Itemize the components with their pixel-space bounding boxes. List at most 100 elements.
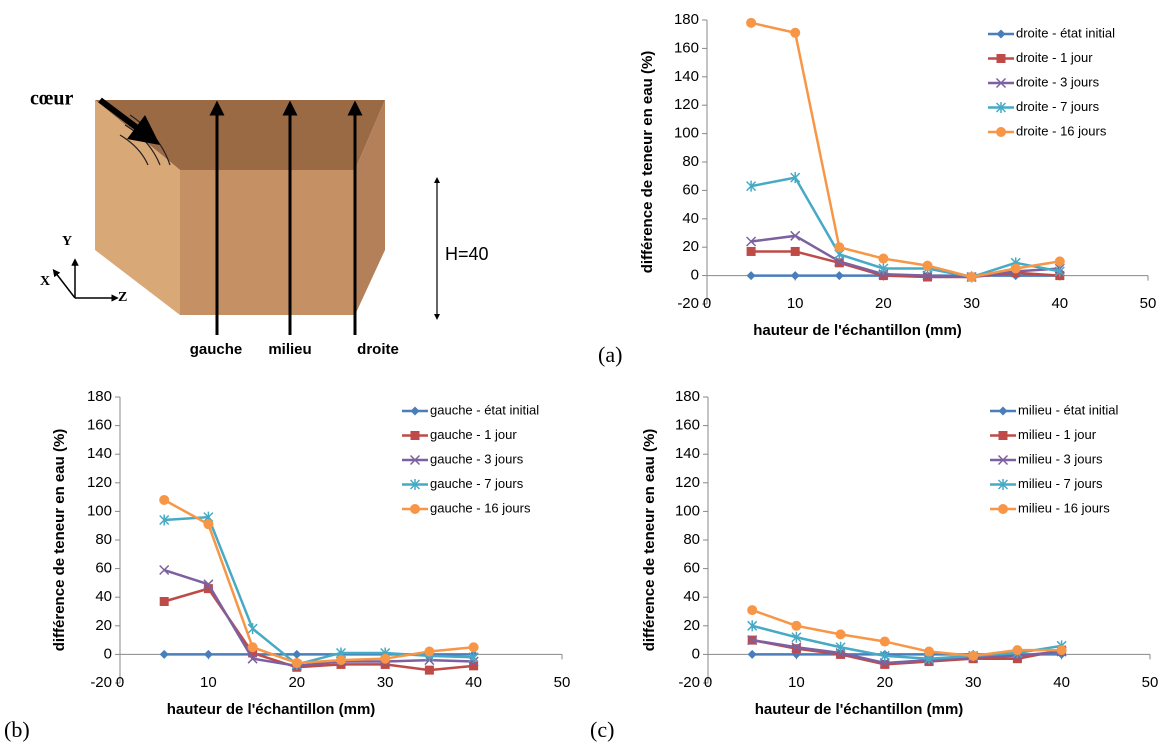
marker xyxy=(997,454,1009,466)
marker xyxy=(922,270,933,281)
series-line xyxy=(750,176,1061,279)
y-tick-label: 140 xyxy=(674,68,699,85)
marker xyxy=(996,29,1006,39)
marker xyxy=(995,77,1007,89)
marker xyxy=(159,596,169,606)
y-tick-label: 80 xyxy=(683,531,700,548)
block-top xyxy=(95,100,385,170)
x-tick-label: 0 xyxy=(116,674,124,691)
panel-label: (c) xyxy=(590,717,614,742)
marker xyxy=(410,431,420,440)
legend-label: droite - état initial xyxy=(1016,25,1115,40)
y-tick-label: -20 xyxy=(677,295,699,312)
y-tick-label: 60 xyxy=(683,560,700,577)
series-line xyxy=(163,498,474,665)
marker xyxy=(836,649,846,659)
marker xyxy=(835,629,846,640)
marker xyxy=(747,620,758,632)
marker xyxy=(968,650,979,661)
x-tick-label: 30 xyxy=(963,295,980,312)
marker xyxy=(336,655,346,666)
series-line xyxy=(751,624,1062,660)
marker xyxy=(998,406,1008,416)
series-line xyxy=(751,608,1062,658)
marker xyxy=(159,514,170,526)
marker xyxy=(409,479,421,490)
x-tick-label: 40 xyxy=(465,674,482,691)
y-tick-label: 180 xyxy=(87,388,112,405)
marker xyxy=(291,657,302,668)
panel-label: (b) xyxy=(4,717,30,742)
legend-label: milieu - état initial xyxy=(1018,402,1119,417)
marker xyxy=(878,263,889,274)
y-tick-label: -20 xyxy=(678,674,700,691)
x-tick-label: 10 xyxy=(788,674,805,691)
marker xyxy=(468,651,479,663)
z-axis-label: Z xyxy=(118,290,127,305)
legend-label: droite - 1 jour xyxy=(1016,50,1093,65)
block-front xyxy=(180,170,355,315)
y-tick-label: 20 xyxy=(683,617,700,634)
y-tick-label: -20 xyxy=(90,674,112,691)
marker xyxy=(747,649,757,659)
marker xyxy=(923,272,932,282)
wood-block-diagram: cœur gauche milieu droite H=40 Y X Z xyxy=(30,88,489,358)
marker xyxy=(380,659,390,669)
marker xyxy=(248,648,258,658)
marker xyxy=(998,431,1008,440)
panel-label: (a) xyxy=(598,342,622,367)
marker xyxy=(834,242,845,253)
y-tick-label: 40 xyxy=(95,588,112,605)
y-tick-label: 140 xyxy=(675,445,700,462)
marker xyxy=(878,271,888,281)
y-tick-label: 180 xyxy=(674,11,699,28)
droite-label: droite xyxy=(357,341,399,358)
series-line xyxy=(751,638,1062,666)
marker xyxy=(203,584,213,594)
y-axis-title: différence de teneur en eau (%) xyxy=(51,429,68,652)
marker xyxy=(424,665,434,675)
marker xyxy=(247,653,258,664)
series-line xyxy=(163,587,474,672)
y-tick-label: 20 xyxy=(95,617,112,634)
y-tick-label: 120 xyxy=(87,474,112,491)
marker xyxy=(1010,263,1021,274)
marker xyxy=(746,246,756,256)
marker xyxy=(747,635,758,646)
y-tick-label: 80 xyxy=(95,531,112,548)
marker xyxy=(1054,265,1065,277)
marker xyxy=(410,504,420,514)
marker xyxy=(409,454,421,466)
marker xyxy=(380,653,391,664)
marker xyxy=(998,504,1008,514)
y-tick-label: 160 xyxy=(674,39,699,56)
marker xyxy=(834,258,844,268)
block-right xyxy=(355,100,385,315)
x-tick-label: 40 xyxy=(1053,674,1070,691)
marker xyxy=(790,27,801,38)
legend-label: milieu - 16 jours xyxy=(1018,500,1110,515)
x-tick-label: 30 xyxy=(377,674,394,691)
marker xyxy=(997,479,1009,490)
legend-label: gauche - 1 jour xyxy=(430,427,517,442)
marker xyxy=(424,646,435,657)
marker xyxy=(747,605,758,616)
marker xyxy=(791,644,801,654)
coeur-arrow xyxy=(98,97,160,145)
marker xyxy=(790,246,800,256)
y-tick-label: 80 xyxy=(682,153,699,170)
legend-label: milieu - 3 jours xyxy=(1018,451,1103,466)
x-tick-label: 50 xyxy=(1140,295,1157,312)
legend-label: gauche - 7 jours xyxy=(430,476,524,491)
y-tick-label: 180 xyxy=(675,388,700,405)
y-tick-label: 100 xyxy=(674,125,699,142)
marker xyxy=(468,642,479,653)
y-tick-label: 20 xyxy=(682,238,699,255)
marker xyxy=(966,272,977,283)
legend-label: gauche - 3 jours xyxy=(430,451,524,466)
marker xyxy=(924,646,934,657)
marker xyxy=(203,579,214,590)
y-tick-label: 100 xyxy=(87,502,112,519)
